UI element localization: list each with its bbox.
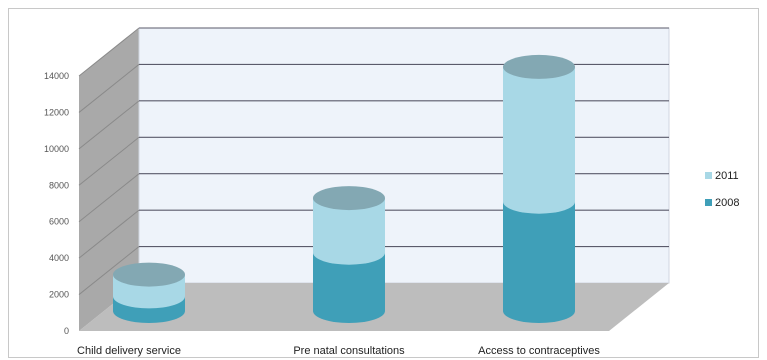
category-label: Pre natal consultations bbox=[293, 345, 405, 357]
gridline-side bbox=[78, 27, 140, 77]
category-label: Access to contraceptives bbox=[478, 345, 600, 357]
legend-swatch bbox=[705, 199, 712, 206]
bar-body bbox=[503, 66, 575, 214]
bar-segment-2011 bbox=[113, 262, 185, 309]
legend-swatch bbox=[705, 172, 712, 179]
gridline-side bbox=[78, 173, 140, 223]
bar-body bbox=[503, 201, 575, 323]
y-tick-label: 8000 bbox=[49, 180, 69, 190]
y-tick-label: 10000 bbox=[44, 144, 69, 154]
category-label: Child delivery service bbox=[77, 345, 181, 357]
bar-segment-2008 bbox=[503, 201, 575, 323]
bar-body bbox=[313, 252, 385, 323]
bar-top-cap bbox=[313, 186, 385, 211]
chart-frame: 0 2000 4000 6000 8000 10000 12000 14000 Child de… bbox=[8, 8, 759, 358]
gridline-side bbox=[78, 246, 140, 295]
bar-segment-2011 bbox=[503, 54, 575, 214]
legend-label: 2008 bbox=[715, 197, 739, 209]
gridline-side bbox=[78, 136, 140, 186]
back-wall bbox=[138, 27, 670, 284]
y-tick-label: 14000 bbox=[44, 71, 69, 81]
gridline-side bbox=[78, 64, 140, 113]
gridline-side bbox=[78, 100, 140, 150]
y-tick-label: 0 bbox=[64, 326, 69, 336]
y-tick-label: 2000 bbox=[49, 290, 69, 300]
y-tick-label: 12000 bbox=[44, 107, 69, 117]
bar-segment-2008 bbox=[313, 252, 385, 323]
bar-top-cap bbox=[113, 262, 185, 287]
bar-body bbox=[313, 198, 385, 265]
legend-label: 2011 bbox=[715, 170, 739, 182]
bar-top-cap bbox=[503, 54, 575, 79]
y-tick-label: 6000 bbox=[49, 217, 69, 227]
y-tick-label: 4000 bbox=[49, 253, 69, 263]
chart-svg: 0 2000 4000 6000 8000 10000 12000 14000 Child de… bbox=[44, 27, 739, 357]
gridline-side bbox=[78, 209, 140, 259]
side-wall bbox=[79, 28, 139, 331]
bar-segment-2011 bbox=[313, 186, 385, 265]
